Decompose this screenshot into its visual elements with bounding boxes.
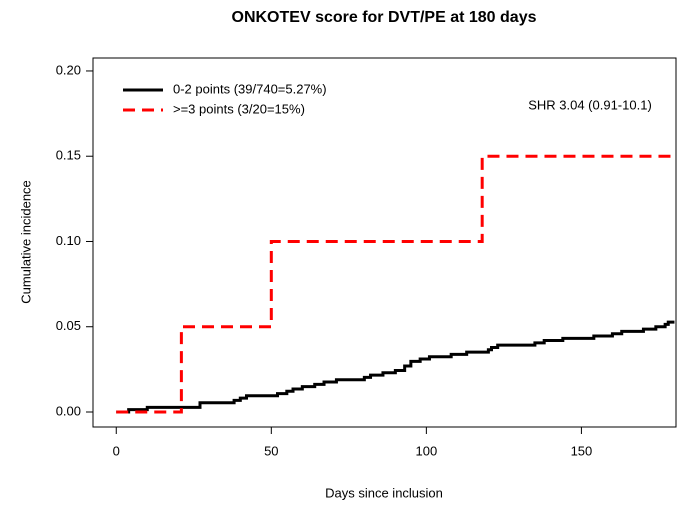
y-tick-label: 0.00 [56, 403, 81, 418]
y-tick-label: 0.20 [56, 62, 81, 77]
y-axis-label: Cumulative incidence [18, 180, 33, 304]
y-tick-label: 0.15 [56, 148, 81, 163]
x-axis-label: Days since inclusion [325, 485, 443, 500]
x-tick-label: 150 [571, 443, 593, 458]
chart-title: ONKOTEV score for DVT/PE at 180 days [232, 9, 537, 26]
legend-label: 0-2 points (39/740=5.27%) [173, 81, 327, 96]
x-tick-label: 50 [264, 443, 278, 458]
annotation: SHR 3.04 (0.91-10.1) [528, 97, 652, 112]
x-tick-label: 0 [113, 443, 120, 458]
legend-label: >=3 points (3/20=15%) [173, 101, 305, 116]
step-line [116, 320, 675, 414]
y-tick-label: 0.05 [56, 318, 81, 333]
step-line [116, 154, 675, 414]
plot-frame [92, 57, 677, 428]
x-tick-label: 100 [416, 443, 438, 458]
y-tick-label: 0.10 [56, 233, 81, 248]
